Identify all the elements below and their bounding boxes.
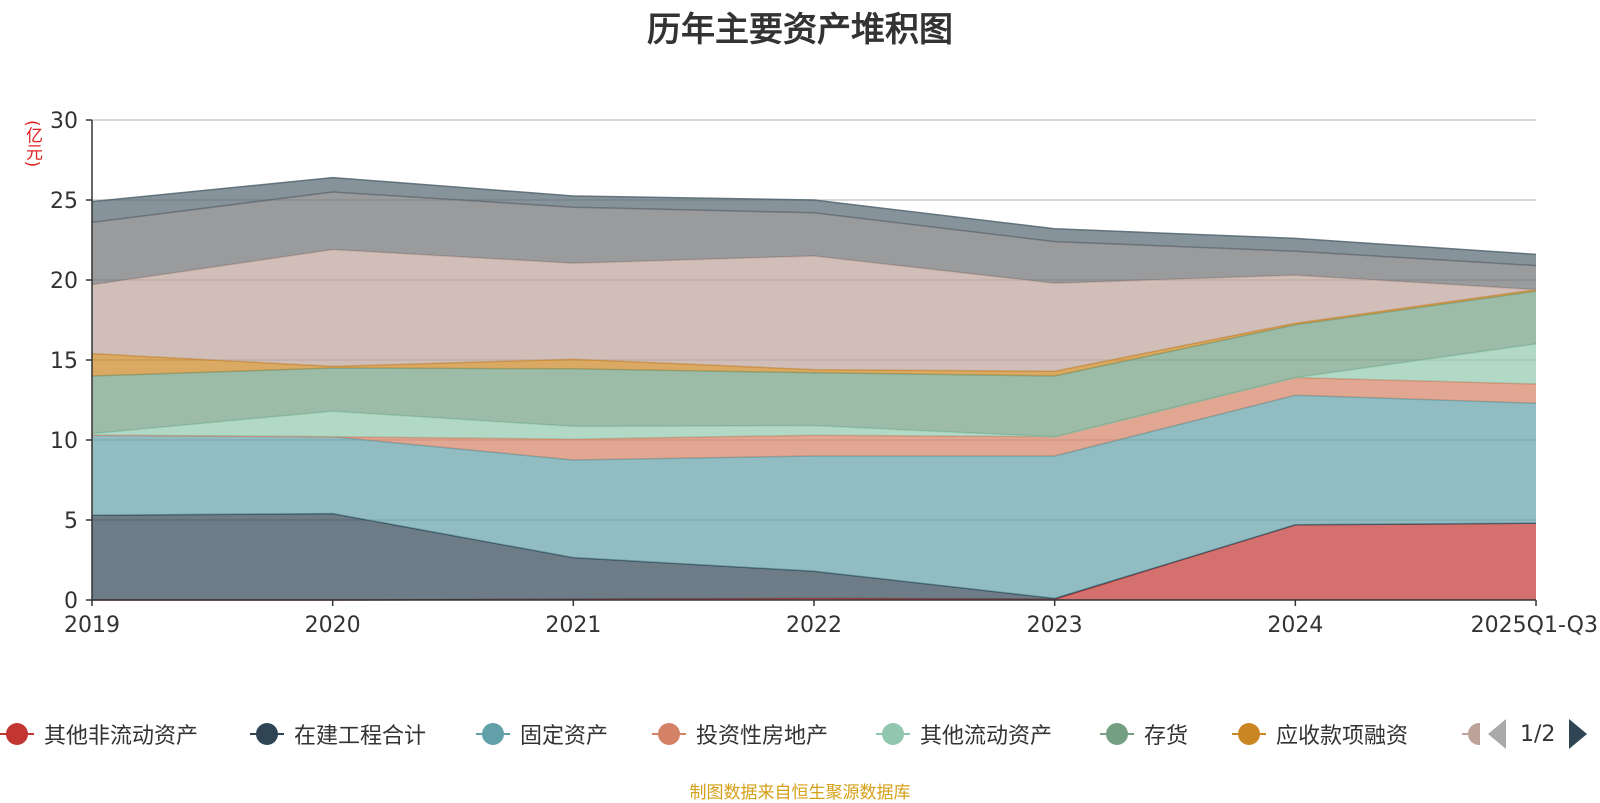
line-series-9 [91,176,1537,256]
x-tick-label: 2024 [1267,613,1323,638]
y-tick-label: 10 [50,429,78,454]
legend-marker-icon [250,722,284,746]
legend-item[interactable]: 投资性房地产 [652,716,828,752]
legend-label: 固定资产 [520,724,609,749]
y-tick-label: 5 [64,509,78,534]
legend-item[interactable]: 固定资产 [476,716,608,752]
legend-marker-icon [1462,722,1480,746]
y-tick-label: 30 [50,109,78,134]
area-series [91,176,1537,601]
legend-label: 其他流动资产 [920,724,1053,749]
area-series-1 [92,513,1536,600]
axes [86,119,1537,606]
data-source-note: 制图数据来自恒生聚源数据库 [689,783,911,803]
y-tick-label: 20 [50,269,78,294]
area-series-0 [92,523,1536,600]
x-tick-label: 2022 [786,613,842,638]
legend-label: 应收款项融资 [1276,724,1409,749]
area-series-5 [92,291,1536,437]
legend-label: 投资性房地产 [696,724,829,749]
area-series-8 [92,192,1536,290]
legend-prev-page-icon[interactable] [1488,719,1506,749]
y-tick-label: 0 [64,589,78,614]
legend-item-truncated[interactable] [1462,716,1480,752]
legend-marker-icon [652,722,686,746]
legend: 其他非流动资产 在建工程合计 固定资产 投资性房地产 其他流动资产 存货 应收款项融资 [0,716,1600,752]
area-series-2 [92,395,1536,599]
legend-item[interactable]: 应收款项融资 [1232,716,1408,752]
legend-item[interactable]: 存货 [1100,716,1188,752]
area-series-3 [92,377,1536,460]
x-tick-label: 2021 [545,613,601,638]
stacked-area-chart: 0 5 10 15 20 25 30 2019 2020 2021 2022 2023 2024 2025… [50,109,1598,638]
legend-item[interactable]: 其他非流动资产 [0,716,198,752]
x-tick-label: 2023 [1027,613,1083,638]
x-tick-label: 2025Q1-Q3 [1471,613,1598,638]
chart-title: 历年主要资产堆积图 [647,10,953,50]
legend-pager: 1/2 [1488,716,1588,752]
tick-labels: 0 5 10 15 20 25 30 2019 2020 2021 2022 2023 2024 2025… [50,109,1598,638]
y-tick-label: 15 [50,349,78,374]
x-tick-label: 2019 [64,613,120,638]
legend-label: 在建工程合计 [294,724,427,749]
legend-label: 其他非流动资产 [44,724,199,749]
y-axis-unit-label: (亿元) [22,120,42,168]
legend-marker-icon [1232,722,1266,746]
legend-marker-icon [476,722,510,746]
legend-item[interactable]: 在建工程合计 [250,716,426,752]
legend-marker-icon [0,722,34,746]
area-series-9 [92,177,1536,266]
legend-item[interactable]: 其他流动资产 [876,716,1052,752]
y-tick-label: 25 [50,189,78,214]
legend-marker-icon [876,722,910,746]
legend-marker-icon [1100,722,1134,746]
legend-page-indicator: 1/2 [1520,721,1556,747]
area-series-7 [92,249,1536,372]
legend-label: 存货 [1144,724,1189,749]
area-series-4 [92,344,1536,440]
x-tick-label: 2020 [305,613,361,638]
legend-next-page-icon[interactable] [1569,719,1588,749]
